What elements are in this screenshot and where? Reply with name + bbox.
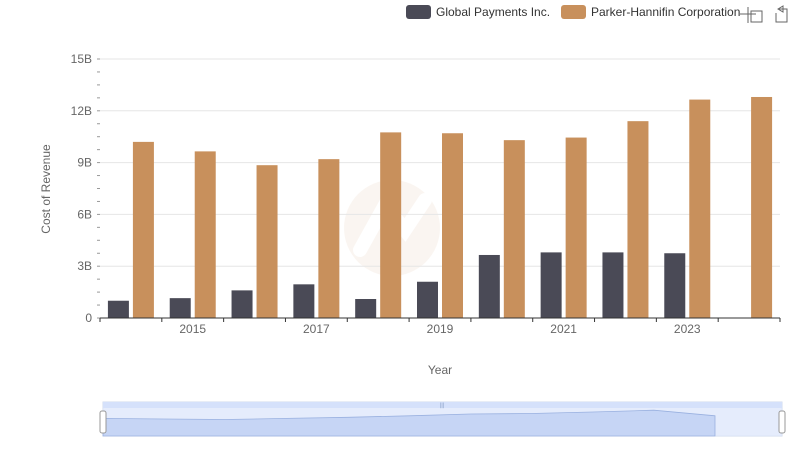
- bar-global-payments-2014[interactable]: [107, 300, 129, 318]
- legend-item-global-payments[interactable]: Global Payments Inc.: [406, 5, 550, 19]
- bar-parker-hannifin-2021[interactable]: [565, 137, 587, 318]
- slider-handle-left[interactable]: [99, 410, 107, 434]
- legend-item-parker-hannifin[interactable]: Parker-Hannifin Corporation: [561, 5, 740, 19]
- bar-parker-hannifin-2015[interactable]: [194, 151, 216, 318]
- bar-global-payments-2020[interactable]: [478, 254, 500, 318]
- y-tick-label: 15B: [71, 52, 92, 66]
- bar-global-payments-2018[interactable]: [355, 299, 377, 318]
- bar-global-payments-2019[interactable]: [417, 281, 438, 318]
- bar-global-payments-2021[interactable]: [540, 252, 562, 318]
- y-tick-label: 0: [85, 311, 92, 325]
- y-tick-label: 12B: [71, 104, 92, 118]
- y-axis-title: Cost of Revenue: [39, 144, 53, 234]
- data-zoom-slider[interactable]: |||: [99, 401, 786, 437]
- bar-parker-hannifin-2018[interactable]: [380, 132, 402, 318]
- y-tick-label: 9B: [77, 156, 92, 170]
- x-tick-label: 2017: [303, 322, 330, 336]
- slider-grip-icon[interactable]: |||: [440, 403, 445, 409]
- x-tick-label: 2023: [674, 322, 701, 336]
- bar-parker-hannifin-2020[interactable]: [503, 140, 525, 318]
- x-tick-label: 2015: [179, 322, 206, 336]
- slider-handle-right[interactable]: [778, 410, 786, 434]
- x-axis-title: Year: [428, 363, 452, 377]
- legend-swatch-global-payments: [406, 5, 431, 19]
- bar-global-payments-2022[interactable]: [602, 252, 624, 318]
- bars: [107, 96, 773, 319]
- bar-global-payments-2017[interactable]: [293, 284, 315, 318]
- bar-parker-hannifin-2023[interactable]: [689, 99, 711, 319]
- y-tick-label: 3B: [77, 259, 92, 273]
- bar-global-payments-2023[interactable]: [664, 253, 686, 318]
- bar-global-payments-2016[interactable]: [231, 290, 253, 318]
- legend-label-global-payments: Global Payments Inc.: [436, 5, 550, 19]
- zoom-select-icon[interactable]: [740, 7, 763, 23]
- bar-global-payments-2015[interactable]: [169, 298, 191, 318]
- bar-parker-hannifin-2014[interactable]: [132, 141, 154, 318]
- x-tick-label: 2021: [550, 322, 577, 336]
- bar-parker-hannifin-2019[interactable]: [442, 133, 463, 318]
- bar-parker-hannifin-2017[interactable]: [318, 159, 340, 318]
- bar-parker-hannifin-2016[interactable]: [256, 165, 278, 318]
- bar-parker-hannifin-2024[interactable]: [751, 96, 773, 318]
- slider-preview-line: [102, 409, 716, 437]
- y-tick-label: 6B: [77, 207, 92, 221]
- restore-icon[interactable]: [775, 5, 788, 23]
- bar-parker-hannifin-2022[interactable]: [627, 121, 649, 318]
- legend-label-parker-hannifin: Parker-Hannifin Corporation: [591, 5, 740, 19]
- x-tick-label: 2019: [427, 322, 454, 336]
- legend[interactable]: Global Payments Inc. Parker-Hannifin Cor…: [406, 5, 740, 19]
- slider-top-bar[interactable]: [103, 402, 782, 408]
- legend-swatch-parker-hannifin: [561, 5, 586, 19]
- x-axis: 2015 2017 2019 2021 2023: [99, 317, 781, 336]
- y-axis: 0 3B 6B 9B 12B 15B: [71, 52, 100, 325]
